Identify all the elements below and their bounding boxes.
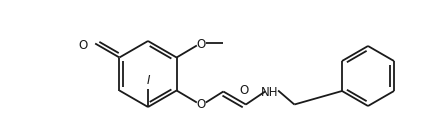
Text: O: O xyxy=(240,84,249,97)
Text: O: O xyxy=(78,39,87,52)
Text: O: O xyxy=(196,98,205,111)
Text: O: O xyxy=(196,38,205,51)
Text: I: I xyxy=(146,74,150,87)
Text: NH: NH xyxy=(262,86,279,99)
